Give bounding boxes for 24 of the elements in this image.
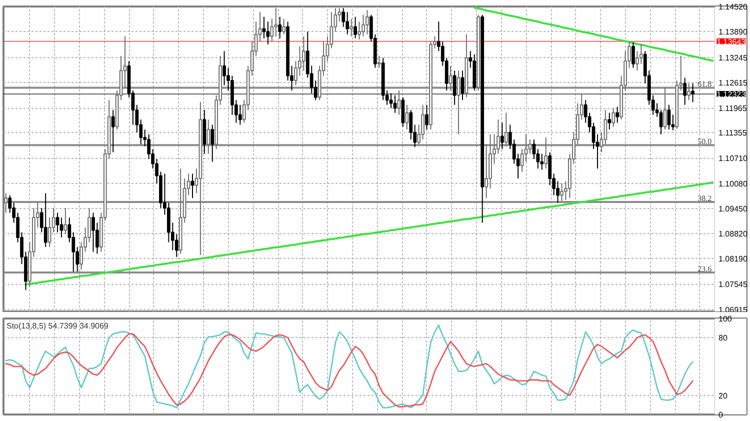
- y-tick-label: 1.11355: [718, 128, 748, 138]
- y-tick-label: 1.09450: [718, 204, 748, 214]
- annotation: 50.0: [698, 137, 712, 146]
- annotation: 61.8: [698, 80, 712, 89]
- ref-line-label: 1.12323: [716, 90, 746, 99]
- y-tick-label: 1.07545: [718, 280, 748, 290]
- y-tick-label: 1.06915: [718, 305, 748, 314]
- y-tick-label: 0: [718, 410, 724, 420]
- y-tick-label: 20: [718, 391, 728, 400]
- y-tick-label: 1.11965: [718, 104, 748, 114]
- annotation: 23.6: [698, 264, 712, 274]
- annotation: 38.2: [698, 194, 712, 204]
- y-tick-label: 1.12615: [718, 78, 748, 88]
- y-tick-label: 1.08190: [718, 254, 748, 264]
- chart-title: Sto(13,8,5) 54.7399 34.9069: [6, 322, 109, 330]
- y-tick-label: 1.08820: [718, 229, 748, 238]
- ref-line-label: 1.13643: [716, 37, 746, 46]
- y-tick-label: 1.14520: [718, 2, 748, 12]
- y-tick-label: 80: [718, 334, 728, 343]
- y-tick-label: 1.13890: [718, 28, 748, 37]
- y-tick-label: 100: [718, 314, 732, 324]
- y-tick-label: 1.13245: [718, 53, 748, 62]
- y-tick-label: 1.10710: [718, 154, 748, 164]
- y-tick-label: 1.10080: [718, 179, 748, 188]
